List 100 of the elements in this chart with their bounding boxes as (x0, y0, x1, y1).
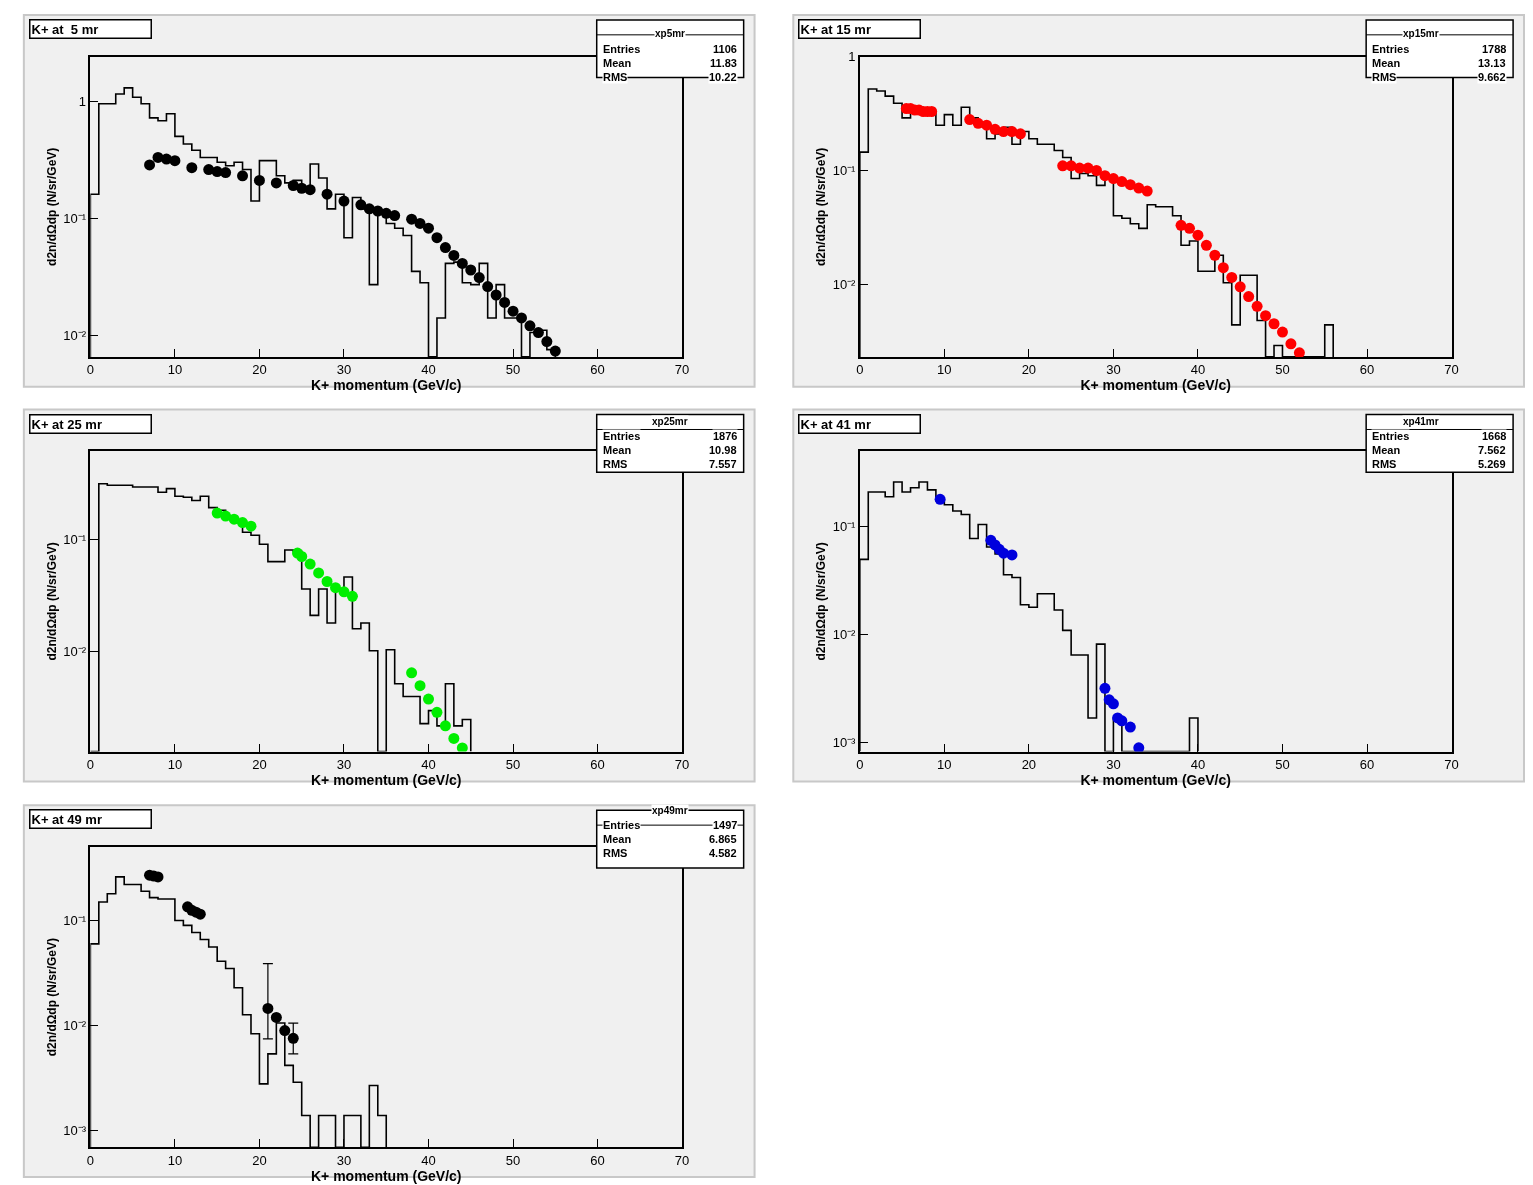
x-tick-label: 60 (590, 362, 605, 378)
y-axis-title: d2n/dΩdp (N/sr/GeV) (814, 147, 829, 266)
x-tick-label: 0 (86, 1152, 94, 1168)
text: 1668 (1482, 430, 1507, 442)
y-axis-title: d2n/dΩdp (N/sr/GeV) (45, 147, 60, 266)
y-axis-title: d2n/dΩdp (N/sr/GeV) (45, 542, 60, 661)
x-tick-label: 70 (674, 1152, 690, 1168)
text: 7.562 (1478, 444, 1506, 456)
text: Entries (603, 819, 641, 831)
x-axis-title: K+ momentum (GeV/c) (310, 377, 462, 394)
x-tick-label: 70 (1444, 362, 1459, 378)
text: xp15mr (1403, 28, 1439, 39)
x-tick-label: 40 (1190, 756, 1206, 772)
text: 7.557 (709, 458, 737, 470)
y-tick-label: 10⁻¹ (63, 210, 87, 226)
y-axis-title: d2n/dΩdp (N/sr/GeV) (45, 937, 60, 1057)
y-tick-label: 10⁻² (832, 627, 857, 643)
y-axis-title: d2n/dΩdp (N/sr/GeV) (814, 542, 829, 661)
x-tick-label: 60 (590, 1152, 605, 1168)
x-tick-label: 10 (167, 362, 183, 378)
y-tick-label: 10⁻² (832, 276, 857, 292)
chart-title: K+ at 25 mr (31, 416, 102, 432)
x-tick-label: 20 (252, 362, 267, 378)
text: Entries (603, 430, 641, 442)
text: Entries (1372, 430, 1410, 442)
y-tick-label: 10⁻¹ (832, 163, 857, 179)
x-tick-label: 20 (252, 1152, 267, 1168)
text: Entries (1372, 43, 1410, 55)
x-tick-label: 40 (421, 1152, 436, 1168)
text: Mean (603, 833, 632, 845)
x-tick-label: 0 (86, 756, 94, 772)
annotation: RMS (603, 71, 628, 83)
text: 1876 (713, 430, 738, 442)
y-tick-label: 1 (78, 93, 87, 109)
text: 6.865 (709, 833, 737, 845)
text: 5.269 (1478, 458, 1506, 470)
x-tick-label: 40 (1190, 362, 1206, 378)
text: 11.83 (710, 57, 737, 69)
x-tick-label: 30 (1106, 362, 1121, 378)
x-tick-label: 0 (856, 756, 864, 772)
x-tick-label: 50 (1275, 362, 1290, 378)
x-tick-label: 30 (336, 362, 352, 378)
x-tick-label: 20 (1021, 362, 1037, 378)
x-axis-title: K+ momentum (GeV/c) (1080, 771, 1231, 788)
x-tick-label: 60 (1359, 362, 1375, 378)
y-tick-label: 10⁻¹ (832, 519, 857, 535)
x-tick-label: 70 (674, 756, 690, 772)
x-tick-label: 50 (505, 362, 521, 378)
y-tick-label: 10⁻² (63, 644, 87, 660)
text: 10.98 (709, 444, 737, 456)
x-tick-label: 20 (252, 756, 267, 772)
x-axis-title: K+ momentum (GeV/c) (310, 771, 462, 788)
x-tick-label: 0 (856, 362, 864, 378)
text: 10.22 (709, 71, 737, 83)
x-tick-label: 50 (1275, 756, 1290, 772)
text: 1106 (713, 43, 737, 55)
annotation: RMS (1372, 458, 1397, 470)
x-tick-label: 10 (937, 756, 952, 772)
y-tick-label: 1 (848, 49, 856, 65)
annotation: Mean (1372, 57, 1401, 69)
x-tick-label: 30 (1106, 756, 1121, 772)
x-tick-label: 70 (1444, 756, 1459, 772)
x-tick-label: 10 (167, 1152, 183, 1168)
text: xp5mr (655, 28, 686, 39)
text: 9.662 (1478, 71, 1506, 83)
annotation: RMS (603, 847, 628, 859)
x-tick-label: 50 (505, 756, 521, 772)
annotation: RMS (1372, 71, 1397, 83)
chart-title: K+ at 5 mr (31, 21, 99, 37)
annotation: Mean (1372, 444, 1401, 456)
y-tick-label: 10⁻¹ (63, 913, 87, 929)
text: 1788 (1482, 43, 1507, 55)
text: 13.13 (1478, 57, 1506, 69)
chart-title: K+ at 15 mr (800, 21, 871, 37)
x-tick-label: 20 (1021, 756, 1037, 772)
y-tick-label: 10⁻³ (832, 735, 857, 751)
text: xp25mr (652, 416, 688, 427)
x-tick-label: 0 (86, 362, 94, 378)
x-tick-label: 40 (421, 362, 436, 378)
text: xp49mr (652, 805, 688, 816)
x-tick-label: 30 (336, 1152, 352, 1168)
annotation: Mean (603, 444, 632, 456)
x-tick-label: 30 (336, 756, 352, 772)
chart-title: K+ at 41 mr (800, 416, 871, 432)
text: 4.582 (709, 847, 737, 859)
x-axis-title: K+ momentum (GeV/c) (1080, 377, 1231, 394)
x-tick-label: 10 (167, 756, 183, 772)
x-tick-label: 10 (937, 362, 952, 378)
text: Entries (603, 43, 641, 55)
x-tick-label: 40 (421, 756, 436, 772)
x-tick-label: 50 (505, 1152, 521, 1168)
annotation: Mean (603, 57, 632, 69)
y-tick-label: 10⁻² (63, 327, 87, 343)
x-tick-label: 60 (590, 756, 605, 772)
x-axis-title: K+ momentum (GeV/c) (310, 1167, 462, 1184)
chart-title: K+ at 49 mr (31, 811, 102, 827)
x-tick-label: 70 (674, 362, 690, 378)
x-tick-label: 60 (1359, 756, 1375, 772)
text: xp41mr (1403, 416, 1439, 427)
y-tick-label: 10⁻³ (63, 1123, 87, 1139)
